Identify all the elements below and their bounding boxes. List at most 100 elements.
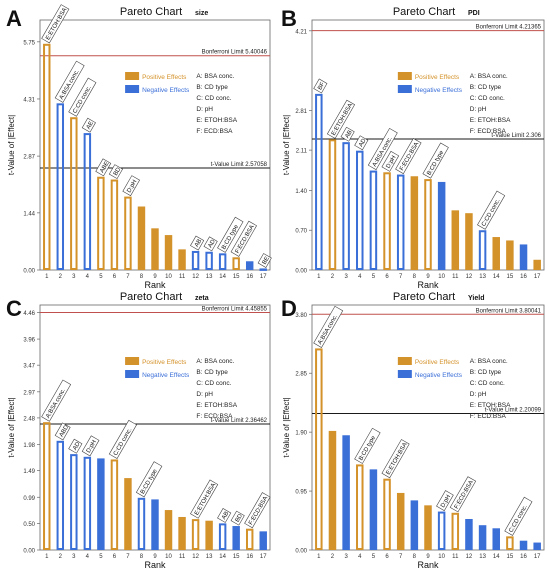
bar-label: AD [208,238,218,249]
bar-label-group: C:CD conc. [504,496,533,536]
bar [451,512,460,550]
x-tick-label: 16 [246,554,253,560]
y-tick-label: 3.80 [295,313,307,319]
bar-label-group: A:BSA conc. [313,305,344,348]
bar-label: AE [86,121,95,131]
bar [110,459,119,550]
factor-key-item: C: CD conc. [470,95,505,102]
bar [424,179,432,270]
bar-label-box [41,4,70,44]
bar [533,542,541,550]
bonferroni-limit-label: Bonferroni Limit 3.80041 [476,308,542,314]
x-tick-label: 16 [246,274,253,280]
x-tick-label: 5 [372,554,376,560]
y-axis-label: t-Value of |Effect| [7,115,16,175]
bar [396,174,405,270]
chart-title: Pareto Chart [120,6,182,18]
bar-label-group: AE [81,117,96,133]
bar-label-box [257,253,272,268]
x-tick-label: 13 [206,554,213,560]
x-tick-label: 17 [260,554,267,560]
y-tick-label: 3.96 [23,338,35,344]
bar-label: AB [221,511,230,521]
bar-label: BD [113,166,123,177]
bar-label: AD [358,137,368,148]
bar-label-group: AD [68,438,83,454]
x-tick-label: 15 [507,274,514,280]
x-tick-label: 10 [438,554,445,560]
factor-key-item: A: BSA conc. [470,73,508,80]
y-tick-label: 0.70 [295,229,307,235]
x-tick-label: 9 [426,274,430,280]
x-tick-label: 6 [113,554,117,560]
bar [70,454,78,550]
factor-key-item: B: CD type [196,369,228,376]
bar-label-box [217,508,232,523]
bar [342,142,350,270]
bar [97,458,105,550]
y-tick-label: 1.98 [23,443,35,449]
t-value-limit-label: t-Value Limit 2.36462 [211,418,268,424]
bar-label-group: AB [217,508,232,523]
legend-label: Negative Effects [415,372,463,379]
bar [97,176,105,270]
bar [259,268,267,271]
bar [205,520,213,550]
x-tick-label: 15 [233,554,240,560]
factor-key-item: A: BSA conc. [470,358,508,365]
bar [328,430,337,550]
x-tick-label: 16 [520,554,527,560]
x-tick-label: 4 [358,554,362,560]
bar [178,516,186,550]
bar [328,139,337,270]
bar-label-group: AD [203,236,218,252]
y-tick-label: 0.00 [23,549,35,555]
bar-label-box [313,78,328,94]
bar [396,492,405,550]
x-tick-label: 2 [331,554,335,560]
x-tick-label: 4 [86,274,90,280]
t-value-limit-label: t-Value Limit 2.306 [491,133,541,139]
factor-key-item: B: CD type [196,84,228,91]
bar [410,500,419,550]
bar-label-box [190,235,205,251]
factor-key-item: C: CD conc. [470,380,505,387]
bar-label-box [108,419,137,459]
bar-label-group: E:ETOH:BSA [381,439,410,479]
bar [191,519,200,551]
x-tick-label: 11 [179,554,186,560]
bonferroni-limit-label: Bonferroni Limit 4.21365 [476,25,542,31]
bar [178,249,186,270]
bar-label-box [122,175,141,197]
x-tick-label: 8 [413,274,417,280]
bar-label-box [108,164,123,180]
bar-label-group: E:ETOH:BSA [41,4,70,44]
bar-label: BF [317,81,326,91]
bar-label-group: C:CD conc. [108,419,137,459]
bar [245,528,254,551]
x-axis-label: Rank [417,280,439,290]
bar-label-group: B:CD type [354,427,381,464]
bar [43,422,51,551]
legend-swatch [397,357,412,365]
pareto-panel-b: B Pareto Chart PDI 0.00 0.70 1.40 2.11 2.81 4.21… [281,6,545,290]
bar [383,172,391,270]
bar [137,206,146,270]
x-tick-label: 16 [520,274,527,280]
x-tick-label: 9 [153,274,157,280]
x-tick-label: 13 [479,554,486,560]
plot-frame [311,19,545,271]
bar-label-box [54,422,71,441]
panel-letter: B [281,6,297,31]
y-tick-label: 2.85 [295,372,307,378]
y-tick-label: 1.90 [295,431,307,437]
bar-label-box [230,220,258,257]
bar-label-box [436,490,454,512]
factor-key-item: C: CD conc. [196,95,231,102]
bar [232,257,240,270]
y-axis-label: t-Value of |Effect| [7,397,16,457]
x-tick-label: 2 [59,554,63,560]
x-tick-label: 14 [493,554,500,560]
y-tick-label: 4.46 [23,311,35,317]
x-tick-label: 8 [140,554,144,560]
